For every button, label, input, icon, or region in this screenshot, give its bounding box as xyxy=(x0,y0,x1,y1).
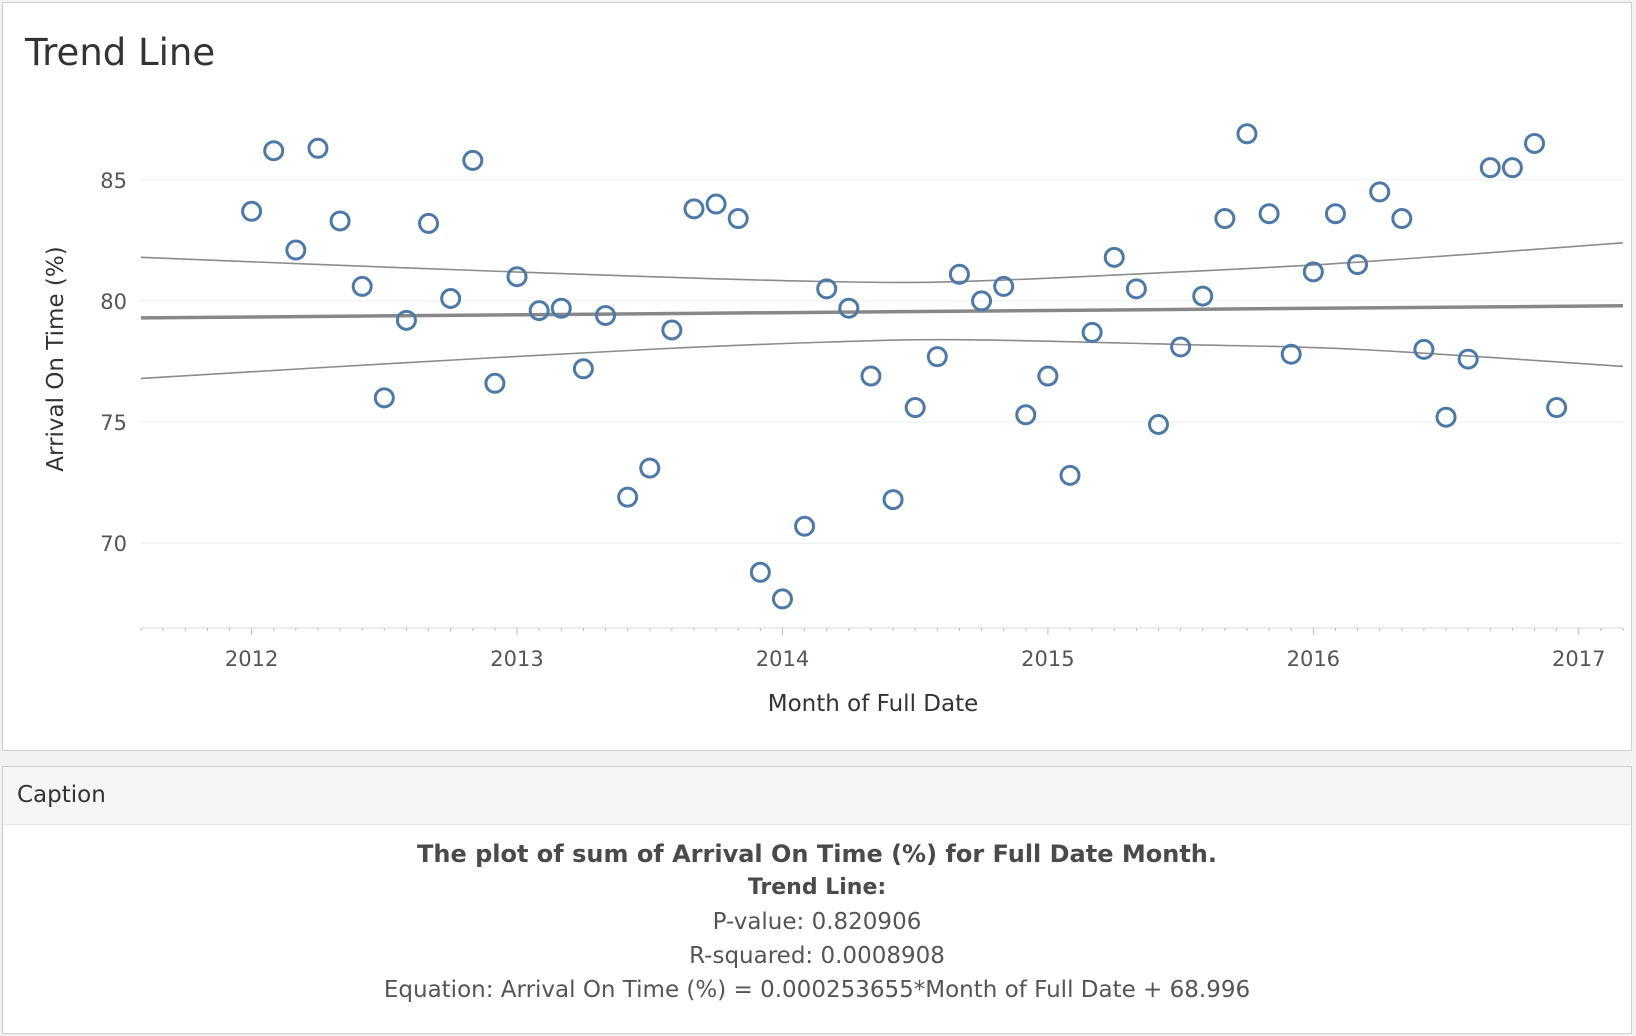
data-point[interactable] xyxy=(860,365,882,387)
data-point[interactable] xyxy=(1479,157,1501,179)
data-point[interactable] xyxy=(771,588,793,610)
data-point[interactable] xyxy=(1081,321,1103,343)
x-tick-label: 2012 xyxy=(225,647,278,671)
sheet-title: Trend Line xyxy=(25,31,216,74)
data-point[interactable] xyxy=(926,346,948,368)
data-point[interactable] xyxy=(948,263,970,285)
data-point[interactable] xyxy=(263,140,285,162)
data-point[interactable] xyxy=(1170,336,1192,358)
data-point[interactable] xyxy=(617,486,639,508)
data-point[interactable] xyxy=(661,319,683,341)
x-tick-label: 2015 xyxy=(1021,647,1074,671)
data-point[interactable] xyxy=(395,309,417,331)
data-point[interactable] xyxy=(1546,397,1568,419)
upper-confidence-band xyxy=(140,241,1624,284)
data-point[interactable] xyxy=(1413,338,1435,360)
y-axis-label: Arrival On Time (%) xyxy=(43,246,69,471)
y-tick-label: 75 xyxy=(100,411,127,435)
data-point[interactable] xyxy=(329,210,351,232)
data-point[interactable] xyxy=(1501,157,1523,179)
scatter-chart: 70 75 80 85 2012 2013 2014 2015 2016 2017 Month o… xyxy=(43,123,1624,717)
data-point[interactable] xyxy=(1015,404,1037,426)
data-point[interactable] xyxy=(1347,254,1369,276)
data-point[interactable] xyxy=(1391,208,1413,230)
data-point[interactable] xyxy=(1125,278,1147,300)
x-tick-label: 2014 xyxy=(756,647,809,671)
x-tick-label: 2017 xyxy=(1552,647,1605,671)
chart-panel: Trend Line 70 75 80 85 2012 2013 2014 2015 2016 2… xyxy=(2,2,1632,751)
y-tick-label: 70 xyxy=(100,532,127,556)
data-point[interactable] xyxy=(683,198,705,220)
data-point[interactable] xyxy=(838,297,860,319)
data-point[interactable] xyxy=(1059,464,1081,486)
data-point[interactable] xyxy=(971,290,993,312)
data-point[interactable] xyxy=(373,387,395,409)
axes: 70 75 80 85 2012 2013 2014 2015 2016 2017 xyxy=(100,169,1624,671)
data-point[interactable] xyxy=(418,212,440,234)
data-point[interactable] xyxy=(595,304,617,326)
data-point[interactable] xyxy=(1435,406,1457,428)
data-point[interactable] xyxy=(1236,123,1258,145)
x-tick-label: 2013 xyxy=(490,647,543,671)
data-point[interactable] xyxy=(1369,181,1391,203)
data-point[interactable] xyxy=(440,288,462,310)
data-point[interactable] xyxy=(794,515,816,537)
data-point[interactable] xyxy=(528,300,550,322)
data-point[interactable] xyxy=(1280,343,1302,365)
gridlines xyxy=(141,179,1623,544)
data-point[interactable] xyxy=(1258,203,1280,225)
caption-trend-label: Trend Line: xyxy=(747,875,887,900)
data-point[interactable] xyxy=(749,561,771,583)
data-point[interactable] xyxy=(993,275,1015,297)
data-point[interactable] xyxy=(1457,348,1479,370)
y-tick-label: 80 xyxy=(100,290,127,314)
x-tick-label: 2016 xyxy=(1287,647,1340,671)
data-point[interactable] xyxy=(484,372,506,394)
caption-heading: The plot of sum of Arrival On Time (%) f… xyxy=(416,840,1217,868)
data-point[interactable] xyxy=(1302,261,1324,283)
data-point[interactable] xyxy=(1214,208,1236,230)
data-point[interactable] xyxy=(816,278,838,300)
data-point[interactable] xyxy=(1524,132,1546,154)
data-point[interactable] xyxy=(462,149,484,171)
data-point[interactable] xyxy=(506,266,528,288)
caption-body: The plot of sum of Arrival On Time (%) f… xyxy=(3,825,1631,1007)
data-point[interactable] xyxy=(904,397,926,419)
data-point[interactable] xyxy=(639,457,661,479)
caption-panel: Caption The plot of sum of Arrival On Ti… xyxy=(2,766,1632,1034)
data-point[interactable] xyxy=(882,489,904,511)
data-point[interactable] xyxy=(285,239,307,261)
data-point[interactable] xyxy=(1103,246,1125,268)
data-point[interactable] xyxy=(307,137,329,159)
data-point[interactable] xyxy=(241,200,263,222)
y-tick-label: 85 xyxy=(100,169,127,193)
data-point[interactable] xyxy=(727,208,749,230)
caption-equation: Equation: Arrival On Time (%) = 0.000253… xyxy=(383,977,1251,1003)
lower-confidence-band xyxy=(140,338,1624,380)
trend-line[interactable] xyxy=(140,304,1624,320)
caption-p-value: P-value: 0.820906 xyxy=(712,909,922,935)
data-point[interactable] xyxy=(705,193,727,215)
data-point[interactable] xyxy=(572,358,594,380)
data-point[interactable] xyxy=(550,297,572,319)
data-point[interactable] xyxy=(1192,285,1214,307)
data-point[interactable] xyxy=(1037,365,1059,387)
data-point[interactable] xyxy=(1324,203,1346,225)
x-axis-label: Month of Full Date xyxy=(768,691,979,717)
data-point[interactable] xyxy=(351,275,373,297)
caption-r-squared: R-squared: 0.0008908 xyxy=(689,943,945,969)
data-points xyxy=(241,123,1568,610)
trend-line-group xyxy=(140,241,1624,380)
data-point[interactable] xyxy=(1147,413,1169,435)
caption-header: Caption xyxy=(3,767,1631,825)
